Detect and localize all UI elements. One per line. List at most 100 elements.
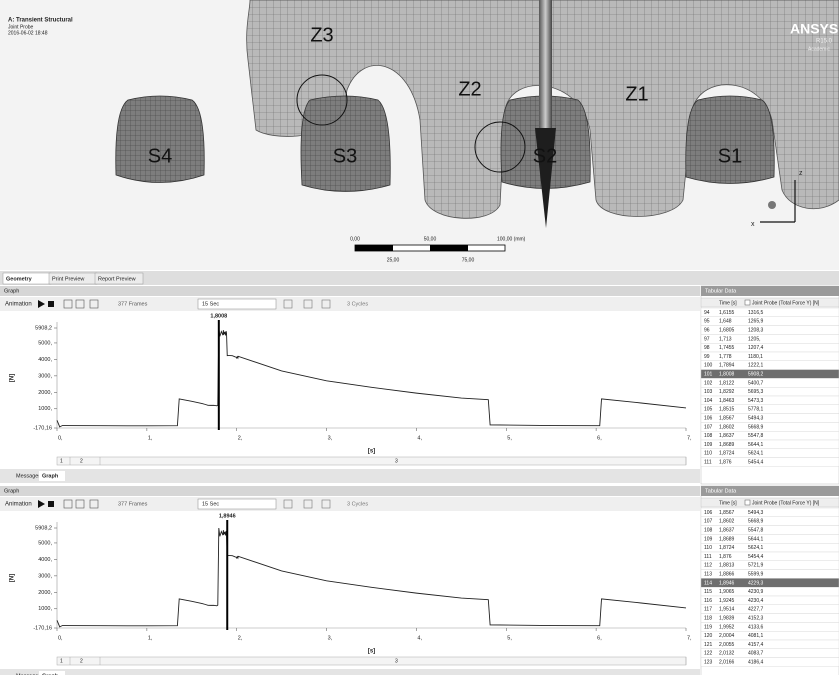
table-cell: 4230,9 [748,589,764,595]
table-title: Tabular Data [705,288,737,294]
table-cell: 1,6155 [719,310,735,316]
table-cell: 106 [704,510,713,516]
toolbar-label: Animation [5,502,32,508]
table-cell: 109 [704,442,713,448]
column-checkbox[interactable] [745,300,750,305]
tab-label[interactable]: Print Preview [52,276,84,282]
table-cell: 122 [704,651,713,657]
table-cell: 1,9514 [719,607,735,613]
scale-segment [430,245,468,251]
table-cell: 1,876 [719,554,732,560]
toolbar-label: Animation [5,302,32,308]
x-tick-label: 7, [687,635,692,641]
table-cell: 5454,4 [748,460,764,466]
x-tick-label: 1, [148,435,153,441]
table-cell: 1,8637 [719,528,735,534]
table-cell: 4229,3 [748,580,764,586]
table-cell: 1,7894 [719,363,735,369]
scale-segment [355,245,393,251]
table-cell: 1,8866 [719,572,735,578]
tab-strip [0,669,700,675]
step-bar[interactable] [57,457,686,465]
table-cell: 2,0132 [719,651,735,657]
cycles-label: 3 Cycles [347,301,368,307]
table-cell: 1,648 [719,319,732,325]
table-cell: 1,9952 [719,624,735,630]
table-cell: 4133,6 [748,624,764,630]
table-cell: 95 [704,319,710,325]
step-bar[interactable] [57,657,686,665]
x-tick-label: 2, [238,635,243,641]
tab-strip [0,469,700,483]
tab-label[interactable]: Graph [42,473,59,479]
x-tick-label: 4, [417,635,422,641]
table-cell: 1,8724 [719,451,735,457]
tab-label[interactable]: Geometry [6,276,33,282]
x-axis-label: [s] [368,449,375,455]
region-label: S2 [533,145,557,167]
table-cell: 1207,4 [748,345,764,351]
table-cell: 110 [704,545,712,551]
table-cell: 2,0004 [719,633,735,639]
x-tick-label: 3, [328,635,333,641]
block-s3 [301,96,390,192]
table-cell: 5547,8 [748,528,764,534]
y-tick-label: 5908,2 [35,325,52,331]
x-tick-label: 0, [58,635,63,641]
table-cell: 1222,1 [748,363,764,369]
table-cell: 5778,1 [748,407,764,413]
step-label: 3 [395,658,398,664]
region-label: Z3 [310,24,333,46]
region-label: Z2 [458,78,481,100]
y-tick-label: -170,16 [33,625,52,631]
table-cell: 5695,3 [748,389,764,395]
table-cell: 103 [704,389,713,395]
table-cell: 1,8602 [719,424,735,430]
table-cell: 1,8463 [719,398,735,404]
frames-label: 377 Frames [118,301,148,307]
table-cell: 5599,9 [748,572,764,578]
y-tick-label: -170,16 [33,425,52,431]
panel-header [0,286,700,296]
table-cell: 2,0166 [719,660,735,666]
scale-label: 50,00 [424,236,437,242]
column-label: Time [s] [719,300,737,306]
table-cell: 111 [704,460,712,466]
duration-label: 15 Sec [202,501,219,507]
table-cell: 1208,3 [748,328,764,334]
column-label: Joint Probe (Total Force Y) [N] [752,300,820,306]
table-cell: 108 [704,528,713,534]
table-cell: 5644,1 [748,442,764,448]
table-cell: 1180,1 [748,354,763,360]
table-cell: 5668,9 [748,424,764,430]
stop-button[interactable] [48,501,54,507]
table-cell: 1265,9 [748,319,764,325]
marker-label: 1,8008 [210,313,227,319]
table-cell: 115 [704,589,712,595]
edition: Academic [808,46,830,52]
region-label: S1 [718,145,742,167]
table-cell: 5547,8 [748,433,764,439]
region-label: S3 [333,145,357,167]
table-cell: 97 [704,336,710,342]
step-label: 3 [395,458,398,464]
tab-label[interactable]: Messages [16,473,41,479]
table-cell: 98 [704,345,710,351]
table-cell: 1,713 [719,336,732,342]
step-label: 1 [60,658,63,664]
column-checkbox[interactable] [745,500,750,505]
table-cell: 5624,1 [748,545,764,551]
tab-label[interactable]: Report Preview [98,276,136,282]
stop-button[interactable] [48,301,54,307]
block-s4 [116,96,205,183]
table-cell: 1,8567 [719,416,735,422]
table-cell: 114 [704,580,712,586]
scale-label: 0,00 [350,236,360,242]
table-cell: 4083,7 [748,651,764,657]
table-cell: 104 [704,398,713,404]
x-tick-label: 7, [687,435,692,441]
y-tick-label: 2000, [38,390,52,396]
scale-label: 100,00 (mm) [497,236,526,242]
table-cell: 94 [704,310,710,316]
table-cell: 1,876 [719,460,732,466]
